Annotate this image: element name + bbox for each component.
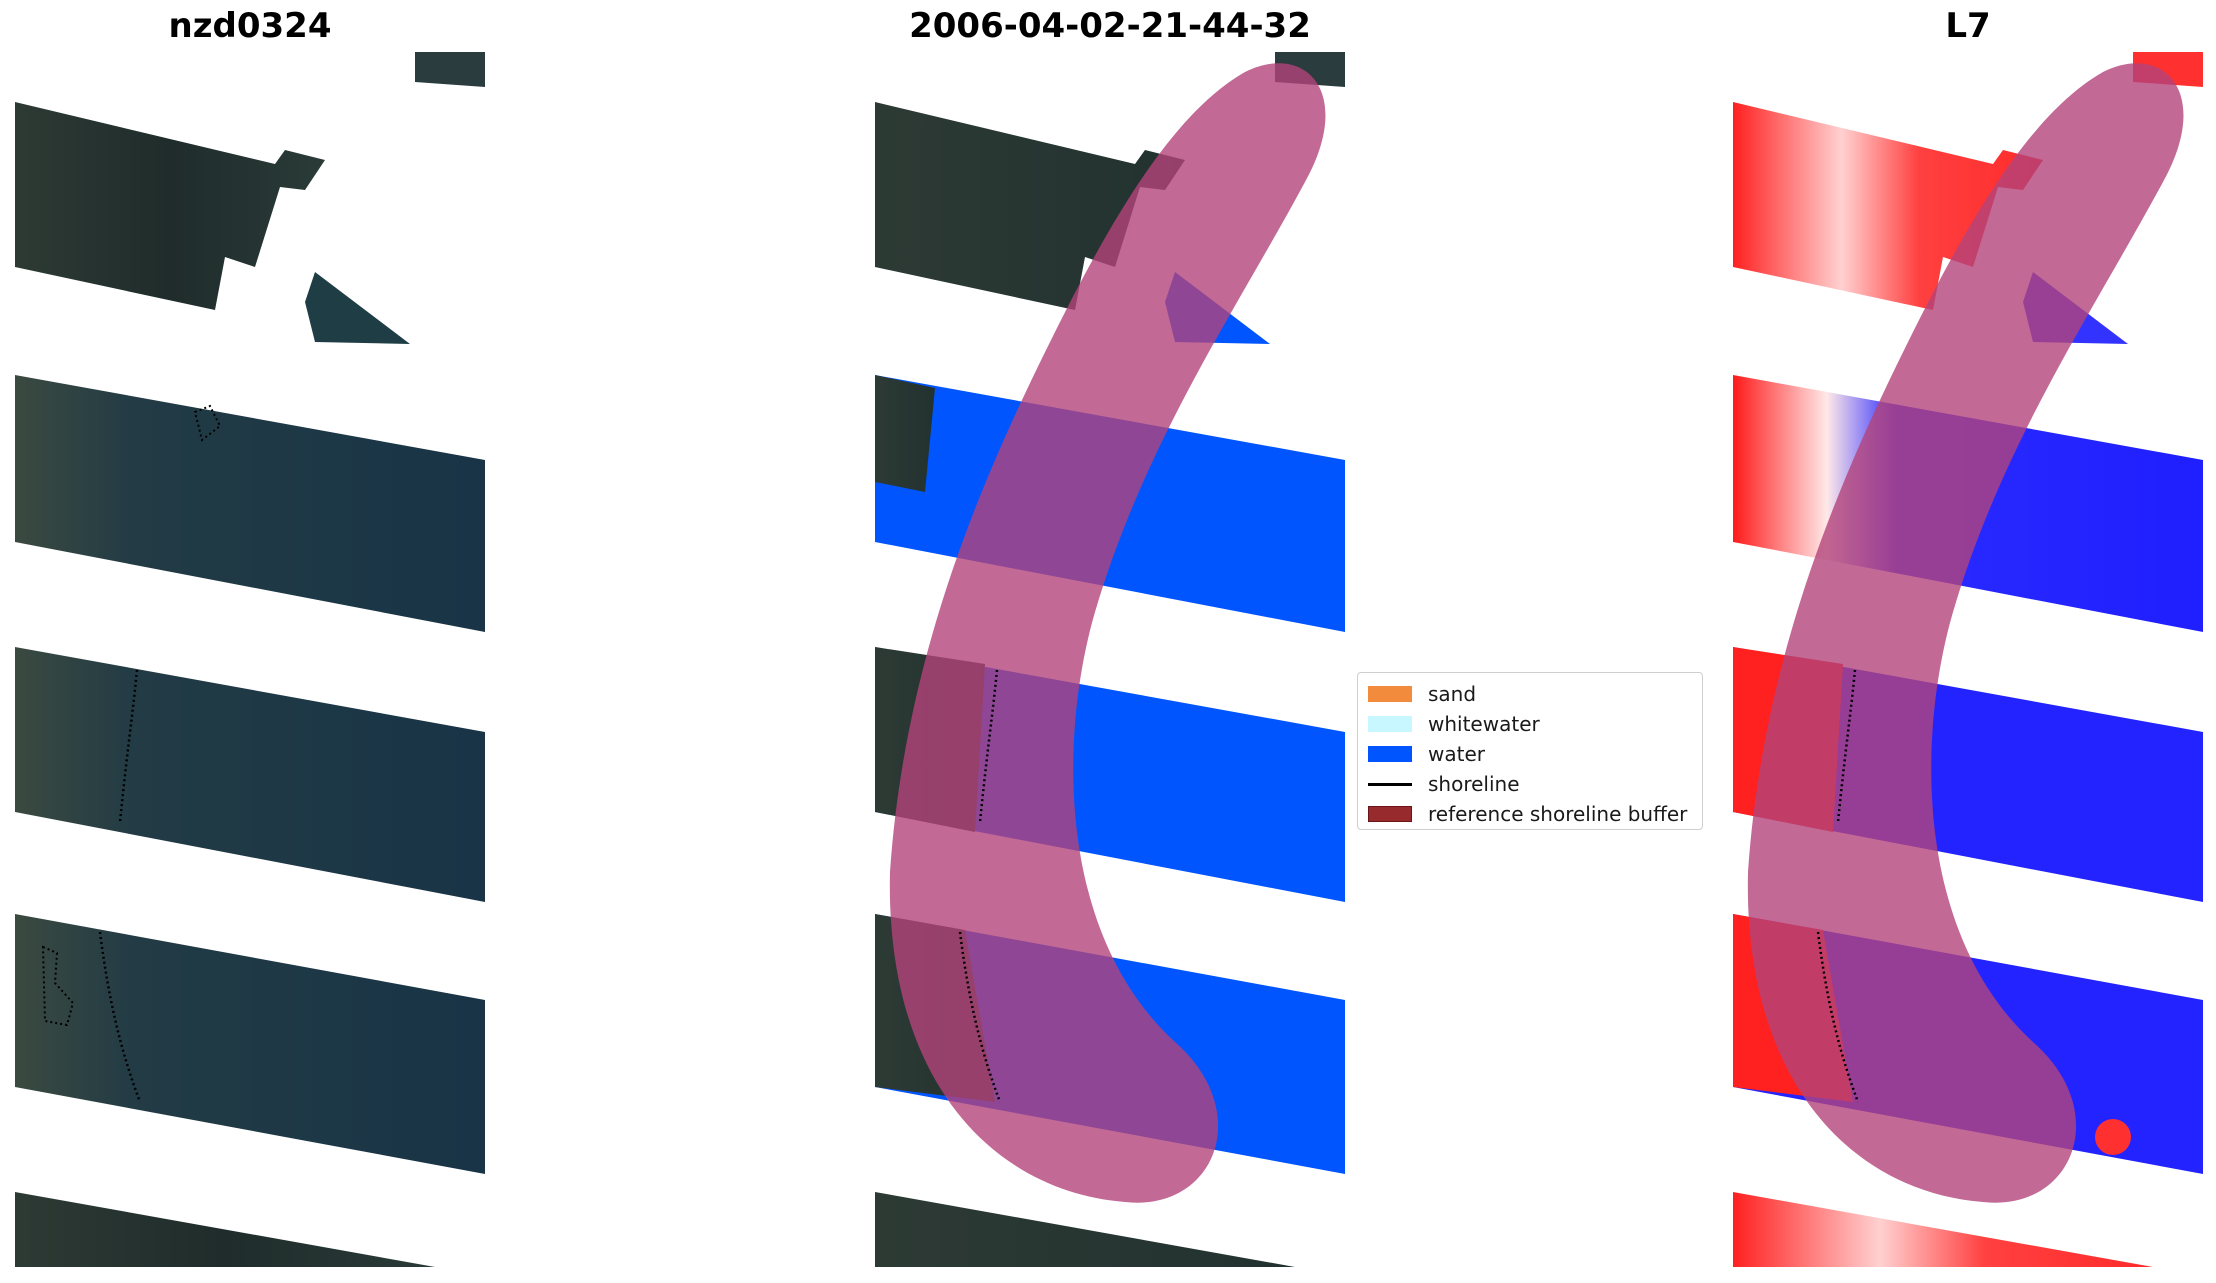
- whitewater-swatch: [1368, 716, 1412, 732]
- rgb-image-panel: [15, 52, 485, 1267]
- rgb-strip-1: [15, 52, 485, 344]
- rgb-strip-4: [15, 914, 485, 1174]
- sand-swatch: [1368, 686, 1412, 702]
- legend-item-whitewater: whitewater: [1368, 709, 1692, 739]
- rgb-strip-5: [15, 1192, 435, 1267]
- legend: sand whitewater water shoreline referenc…: [1357, 672, 1703, 830]
- legend-label: sand: [1428, 682, 1477, 706]
- rgb-strip-2: [15, 375, 485, 632]
- index-image-panel: [1733, 52, 2203, 1267]
- panel-title-classified: 2006-04-02-21-44-32: [909, 6, 1311, 46]
- shoreline-line: [98, 931, 142, 1103]
- reference-shoreline-buffer: [1747, 63, 2184, 1203]
- panel-title-index: L7: [1945, 6, 1991, 46]
- legend-item-shoreline: shoreline: [1368, 769, 1692, 799]
- panel-title-rgb: nzd0324: [168, 6, 332, 46]
- legend-item-buffer: reference shoreline buffer: [1368, 799, 1692, 829]
- classified-image-panel: [875, 52, 1345, 1267]
- legend-label: water: [1428, 742, 1485, 766]
- index-strip-5: [1733, 1192, 2153, 1267]
- legend-label: shoreline: [1428, 772, 1520, 796]
- reference-shoreline-buffer: [889, 63, 1326, 1203]
- shoreline-line: [118, 669, 139, 823]
- buffer-swatch: [1368, 806, 1412, 822]
- shoreline-contour: [193, 404, 222, 442]
- rgb-strip-3: [15, 647, 485, 902]
- water-swatch: [1368, 746, 1412, 762]
- legend-label: whitewater: [1428, 712, 1540, 736]
- legend-item-water: water: [1368, 739, 1692, 769]
- shoreline-swatch: [1368, 782, 1412, 786]
- class-strip-5: [875, 1192, 1295, 1267]
- legend-label: reference shoreline buffer: [1428, 802, 1688, 826]
- legend-item-sand: sand: [1368, 679, 1692, 709]
